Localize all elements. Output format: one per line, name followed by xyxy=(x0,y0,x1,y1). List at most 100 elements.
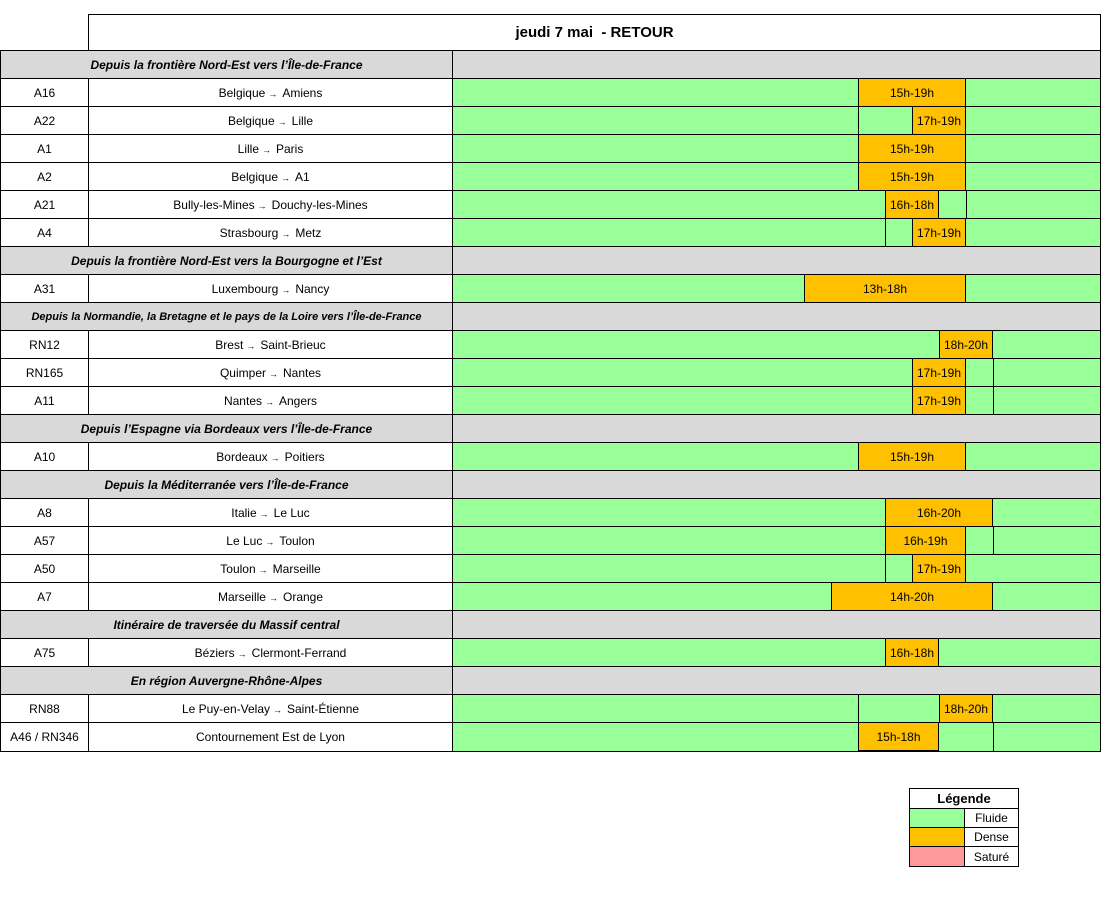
route-from: Italie xyxy=(231,505,257,520)
route-to: Nancy xyxy=(295,281,330,296)
dense-window-block: 15h-19h xyxy=(858,162,966,191)
route-from: Nantes xyxy=(223,393,262,408)
dense-window-block: 15h-19h xyxy=(858,78,966,107)
dense-window-block: 16h-18h xyxy=(885,638,939,667)
route-to: Poitiers xyxy=(284,449,325,464)
section-title: Depuis la Normandie, la Bretagne et le p… xyxy=(1,303,453,330)
dense-window-block: 15h-19h xyxy=(858,442,966,471)
section-timeline-filler xyxy=(453,611,1100,638)
route-from: Lille xyxy=(237,141,259,156)
route-row: A31 Luxembourg → Nancy 13h-18h xyxy=(1,274,1100,303)
arrow-right-icon: → xyxy=(281,228,291,239)
section-title: Itinéraire de traversée du Massif centra… xyxy=(1,611,453,638)
dense-window-block: 17h-19h xyxy=(912,218,966,247)
section-header-row: Depuis l’Espagne via Bordeaux vers l’Île… xyxy=(1,415,1100,443)
arrow-right-icon: → xyxy=(237,648,247,659)
road-code: A22 xyxy=(1,107,89,134)
route-to: Clermont-Ferrand xyxy=(251,645,347,660)
route-row: A2 Belgique → A1 15h-19h xyxy=(1,162,1100,191)
road-code: A75 xyxy=(1,639,89,666)
legend-label-dense: Dense xyxy=(974,830,1009,844)
route-to: Angers xyxy=(279,393,318,408)
timeline-track: 18h-20h xyxy=(453,330,1100,359)
road-code: A31 xyxy=(1,275,89,302)
route-to: Nantes xyxy=(282,365,322,380)
route-from: Contournement Est de Lyon xyxy=(196,730,345,744)
section-header-row: Depuis la frontière Nord-Est vers l’Île-… xyxy=(1,51,1100,79)
timeline-track: 16h-18h xyxy=(453,190,1100,219)
legend-label-fluide: Fluide xyxy=(975,811,1008,825)
route-description: Belgique → Amiens xyxy=(89,79,453,106)
arrow-right-icon: → xyxy=(281,284,291,295)
timeline-track: 16h-19h xyxy=(453,526,1100,555)
road-code: A11 xyxy=(1,387,89,414)
timeline-track: 15h-19h xyxy=(453,134,1100,163)
section-header-row: Depuis la frontière Nord-Est vers la Bou… xyxy=(1,247,1100,275)
route-description: Nantes → Angers xyxy=(89,387,453,414)
route-to: Amiens xyxy=(282,85,323,100)
hour-gridline xyxy=(966,190,967,219)
route-from: Bordeaux xyxy=(216,449,268,464)
timeline-track: 17h-19h xyxy=(453,106,1100,135)
arrow-right-icon: → xyxy=(281,172,291,183)
hour-gridline xyxy=(858,106,859,135)
arrow-right-icon: → xyxy=(259,508,269,519)
route-from: Toulon xyxy=(220,561,256,576)
route-row: A16 Belgique → Amiens 15h-19h xyxy=(1,78,1100,107)
timeline-track: 13h-18h xyxy=(453,274,1100,303)
section-header-row: Itinéraire de traversée du Massif centra… xyxy=(1,611,1100,639)
table-title: jeudi 7 mai - RETOUR xyxy=(88,14,1101,50)
route-description: Toulon → Marseille xyxy=(89,555,453,582)
route-from: Marseille xyxy=(217,589,266,604)
section-timeline-filler xyxy=(453,247,1100,274)
route-description: Marseille → Orange xyxy=(89,583,453,610)
legend-row-dense: Dense xyxy=(910,828,1018,847)
timeline-track: 17h-19h xyxy=(453,386,1100,415)
dense-window-block: 16h-19h xyxy=(885,526,966,555)
route-to: A1 xyxy=(295,169,310,184)
section-timeline-filler xyxy=(453,471,1100,498)
road-code: RN88 xyxy=(1,695,89,722)
timeline-track: 17h-19h xyxy=(453,554,1100,583)
dense-window-block: 18h-20h xyxy=(939,330,993,359)
route-row: RN88 Le Puy-en-Velay → Saint-Étienne 18h-20h xyxy=(1,694,1100,723)
route-row: A8 Italie → Le Luc 16h-20h xyxy=(1,498,1100,527)
dense-window-block: 15h-19h xyxy=(858,134,966,163)
road-code: A8 xyxy=(1,499,89,526)
timeline-track: 15h-19h xyxy=(453,78,1100,107)
legend-row-fluide: Fluide xyxy=(910,809,1018,828)
road-code: RN165 xyxy=(1,359,89,386)
route-description: Strasbourg → Metz xyxy=(89,219,453,246)
route-to: Toulon xyxy=(279,533,315,548)
section-title: Depuis la frontière Nord-Est vers l’Île-… xyxy=(1,51,453,78)
route-row: A10 Bordeaux → Poitiers 15h-19h xyxy=(1,442,1100,471)
dense-window-block: 16h-20h xyxy=(885,498,993,527)
route-from: Belgique xyxy=(218,85,266,100)
timeline-track: 17h-19h xyxy=(453,218,1100,247)
dense-window-block: 17h-19h xyxy=(912,386,966,415)
timeline-track: 17h-19h xyxy=(453,358,1100,387)
arrow-right-icon: → xyxy=(258,564,268,575)
route-row: A11 Nantes → Angers 17h-19h xyxy=(1,386,1100,415)
timeline-track: 14h-20h xyxy=(453,582,1100,611)
forecast-table-body: Depuis la frontière Nord-Est vers l’Île-… xyxy=(0,50,1101,752)
road-code: A7 xyxy=(1,583,89,610)
route-to: Saint-Étienne xyxy=(287,701,360,716)
route-description: Bully-les-Mines → Douchy-les-Mines xyxy=(89,191,453,218)
dense-window-block: 17h-19h xyxy=(912,554,966,583)
timeline-track: 15h-18h xyxy=(453,722,1100,751)
hour-gridline xyxy=(993,526,994,555)
route-description: Béziers → Clermont-Ferrand xyxy=(89,639,453,666)
section-timeline-filler xyxy=(453,303,1100,330)
arrow-right-icon: → xyxy=(268,592,278,603)
road-code: A21 xyxy=(1,191,89,218)
traffic-forecast-table: jeudi 7 mai - RETOUR Depuis la frontière… xyxy=(0,14,1101,752)
timeline-track: 15h-19h xyxy=(453,162,1100,191)
route-from: Luxembourg xyxy=(211,281,279,296)
route-to: Lille xyxy=(291,113,314,128)
road-code: A57 xyxy=(1,527,89,554)
section-timeline-filler xyxy=(453,415,1100,442)
route-to: Marseille xyxy=(272,561,321,576)
road-code: A10 xyxy=(1,443,89,470)
route-description: Lille → Paris xyxy=(89,135,453,162)
